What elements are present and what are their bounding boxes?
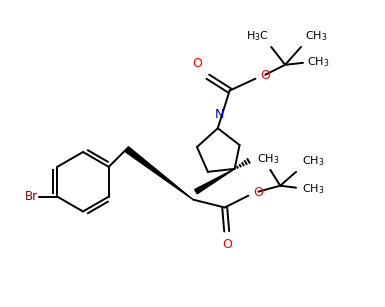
Text: O: O — [253, 186, 263, 199]
Text: O: O — [260, 69, 270, 82]
Text: CH$_3$: CH$_3$ — [302, 182, 325, 196]
Polygon shape — [125, 147, 193, 200]
Text: CH$_3$: CH$_3$ — [307, 55, 330, 69]
Text: H$_3$C: H$_3$C — [246, 29, 269, 43]
Text: CH$_3$: CH$_3$ — [302, 154, 325, 168]
Text: CH$_3$: CH$_3$ — [305, 29, 328, 43]
Text: N: N — [215, 108, 224, 121]
Text: O: O — [222, 238, 232, 251]
Text: Br: Br — [25, 190, 38, 203]
Polygon shape — [195, 169, 234, 194]
Text: O: O — [192, 57, 202, 70]
Text: CH$_3$: CH$_3$ — [257, 152, 280, 166]
